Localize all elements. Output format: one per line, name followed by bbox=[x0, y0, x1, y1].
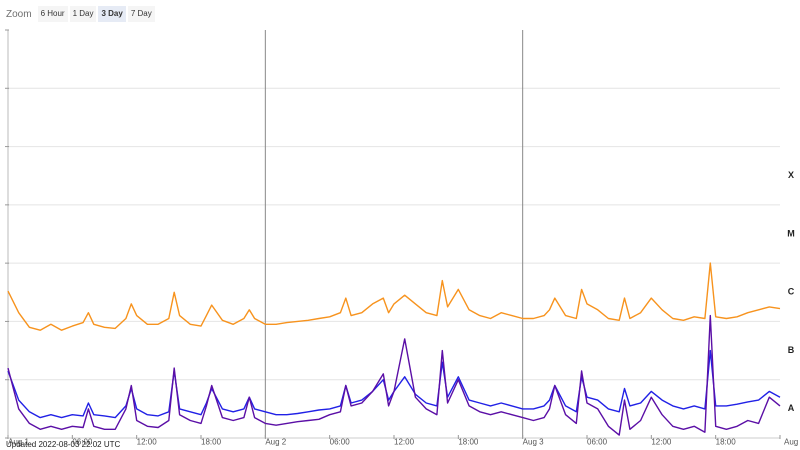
series-line-1 bbox=[7, 262, 781, 331]
updated-timestamp: Updated 2022-08-03 22:02 UTC bbox=[6, 440, 121, 449]
zoom-bar: Zoom 6 Hour 1 Day 3 Day 7 Day bbox=[6, 5, 156, 23]
x-tick-label: Aug 4 bbox=[784, 438, 800, 447]
x-tick-label: 18:00 bbox=[201, 438, 222, 447]
series-line-3 bbox=[7, 314, 781, 436]
flare-class-label: M bbox=[787, 228, 795, 238]
flare-class-label: B bbox=[788, 345, 795, 355]
plot-area bbox=[8, 30, 780, 438]
x-tick-label: 18:00 bbox=[458, 438, 479, 447]
flare-class-label: X bbox=[788, 170, 794, 180]
x-tick-label: 06:00 bbox=[72, 438, 93, 447]
series-line-2 bbox=[7, 349, 781, 419]
x-tick-label: 12:00 bbox=[651, 438, 672, 447]
flare-class-label: A bbox=[788, 403, 795, 413]
x-tick-label: Aug 2 bbox=[265, 438, 286, 447]
x-tick-label: 18:00 bbox=[716, 438, 737, 447]
x-tick-label: 12:00 bbox=[137, 438, 158, 447]
x-tick-label: 06:00 bbox=[587, 438, 608, 447]
zoom-6-hour-button[interactable]: 6 Hour bbox=[37, 6, 68, 22]
zoom-3-day-button[interactable]: 3 Day bbox=[98, 6, 126, 22]
x-tick-label: Aug 1 bbox=[8, 438, 29, 447]
zoom-1-day-button[interactable]: 1 Day bbox=[69, 6, 97, 22]
x-tick-label: 12:00 bbox=[394, 438, 415, 447]
x-tick-label: 06:00 bbox=[330, 438, 351, 447]
zoom-7-day-button[interactable]: 7 Day bbox=[127, 6, 155, 22]
zoom-label: Zoom bbox=[6, 8, 32, 20]
x-tick-label: Aug 3 bbox=[523, 438, 544, 447]
flare-class-label: C bbox=[788, 287, 795, 297]
